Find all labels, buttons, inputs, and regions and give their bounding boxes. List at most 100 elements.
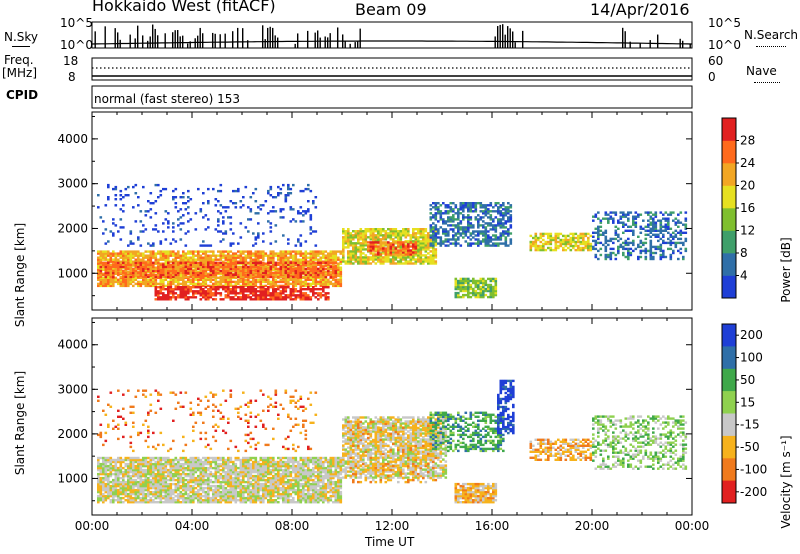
- velocity-cell: [102, 468, 105, 472]
- power-cell: [597, 235, 600, 238]
- power-cell: [432, 222, 435, 225]
- power-cell: [202, 260, 205, 263]
- power-cell: [572, 244, 575, 248]
- power-cell: [452, 210, 455, 213]
- power-cell: [464, 228, 468, 231]
- power-cell: [677, 219, 680, 222]
- power-cell: [107, 252, 110, 255]
- power-cell: [142, 267, 145, 271]
- power-cell: [269, 222, 273, 225]
- power-cell: [619, 221, 623, 224]
- power-cell: [107, 254, 110, 257]
- power-cell: [204, 252, 208, 255]
- power-cell: [189, 286, 193, 289]
- power-cell: [259, 278, 263, 281]
- power-cell: [212, 278, 215, 281]
- power-cell: [157, 273, 160, 277]
- power-cell: [599, 221, 603, 224]
- power-cell: [294, 220, 298, 223]
- power-cell: [262, 294, 265, 297]
- power-cell: [214, 256, 218, 259]
- power-cell: [597, 227, 600, 230]
- power-cell: [292, 263, 295, 266]
- power-cell: [132, 261, 135, 264]
- power-cell: [372, 232, 375, 235]
- power-cell: [434, 248, 438, 251]
- power-cell: [174, 276, 178, 279]
- power-cell: [179, 288, 183, 291]
- power-cell: [422, 230, 425, 233]
- power-cell: [174, 265, 178, 269]
- power-cell: [152, 278, 155, 281]
- power-cell: [392, 262, 395, 265]
- power-cell: [369, 249, 373, 252]
- power-cell: [107, 250, 110, 253]
- power-cell: [319, 275, 323, 279]
- power-cell: [407, 232, 410, 235]
- power-cell: [507, 218, 510, 221]
- velocity-cell: [107, 466, 110, 470]
- velocity-cell: [104, 474, 108, 478]
- power-cell: [272, 261, 275, 264]
- power-cell: [642, 241, 645, 245]
- power-cell: [484, 228, 488, 231]
- power-cell: [184, 290, 188, 293]
- power-cell: [259, 292, 263, 295]
- power-cell: [607, 255, 610, 259]
- velocity-cell: [97, 466, 100, 470]
- power-cell: [304, 187, 308, 191]
- power-cell: [192, 278, 195, 281]
- power-cell: [437, 206, 440, 209]
- power-cell: [272, 280, 275, 284]
- power-cell: [277, 298, 280, 301]
- power-cell: [299, 273, 303, 277]
- power-cell: [214, 204, 218, 207]
- power-cell: [134, 258, 138, 261]
- power-cell: [494, 244, 498, 247]
- power-cell: [154, 284, 158, 288]
- power-cell: [247, 286, 250, 289]
- power-cell: [289, 265, 293, 269]
- power-cell: [494, 234, 498, 237]
- power-cell: [624, 223, 628, 226]
- power-cell: [262, 261, 265, 264]
- power-cell: [162, 286, 165, 289]
- power-cell: [117, 278, 120, 281]
- power-cell: [594, 253, 598, 257]
- power-cell: [409, 253, 413, 256]
- power-cell: [319, 288, 323, 291]
- power-cell: [122, 258, 125, 261]
- power-cell: [217, 230, 220, 233]
- power-cell: [207, 290, 210, 293]
- power-cell: [129, 240, 133, 243]
- power-cell: [97, 260, 100, 263]
- power-cell: [332, 278, 335, 281]
- power-cell: [104, 254, 108, 257]
- velocity-cell: [99, 488, 103, 492]
- velocity-cell: [102, 470, 105, 474]
- power-cell: [137, 204, 140, 207]
- power-cell: [329, 258, 333, 261]
- power-cell: [107, 280, 110, 284]
- power-cell: [154, 290, 158, 293]
- power-cell: [492, 206, 495, 209]
- power-cell: [394, 251, 398, 254]
- power-cell: [422, 254, 425, 257]
- power-cell: [334, 252, 338, 255]
- power-cell: [252, 280, 255, 284]
- power-cell: [302, 258, 305, 261]
- power-cell: [287, 194, 290, 197]
- power-cell: [632, 221, 635, 224]
- power-cell: [262, 278, 265, 281]
- power-cell: [494, 287, 498, 291]
- velocity-cell: [114, 486, 118, 490]
- power-cell: [119, 275, 123, 279]
- power-cell: [304, 282, 308, 286]
- power-cell: [302, 214, 305, 217]
- power-cell: [322, 286, 325, 289]
- power-cell: [344, 260, 348, 263]
- power-cell: [144, 275, 148, 279]
- power-cell: [274, 280, 278, 284]
- power-cell: [122, 278, 125, 281]
- power-cell: [122, 271, 125, 275]
